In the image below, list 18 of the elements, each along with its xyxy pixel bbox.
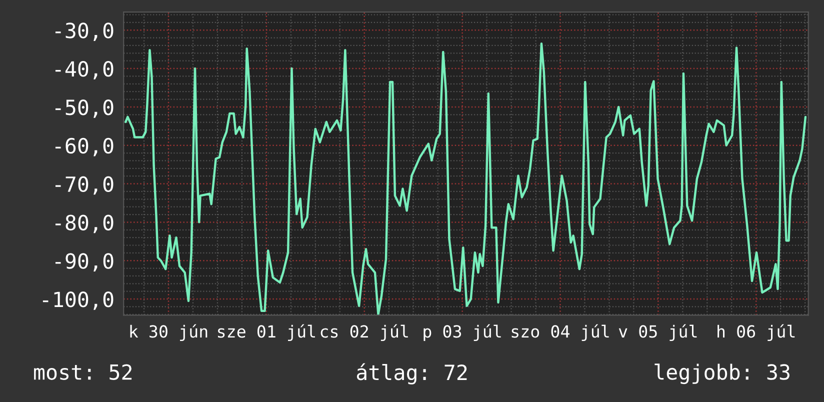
y-tick-label: -60,0 [55, 138, 114, 156]
x-tick-label: cs 02 júl [320, 324, 408, 341]
text: átlag: 72 [356, 363, 467, 384]
text: legjobb: 33 [654, 364, 790, 384]
x-tick-label: sze 01 júl [218, 324, 315, 341]
x-tick-label: v 05 júl [618, 324, 697, 341]
y-tick-label: -70,0 [55, 176, 114, 195]
y-tick-label: -100,0 [42, 292, 114, 310]
x-tick-label: k 30 jún [130, 324, 208, 341]
y-tick-label: -40,0 [55, 61, 114, 80]
y-tick-label: -80,0 [55, 214, 114, 234]
y-tick-label: -90,0 [55, 253, 114, 272]
x-tick-label: p 03 júl [424, 324, 501, 341]
text: most: 52 [34, 364, 132, 380]
x-tick-label: h 06 júl [718, 324, 795, 341]
y-tick-label: -50,0 [55, 99, 114, 118]
x-tick-label: szo 04 júl [512, 324, 609, 341]
y-tick-label: -30,0 [55, 22, 114, 42]
